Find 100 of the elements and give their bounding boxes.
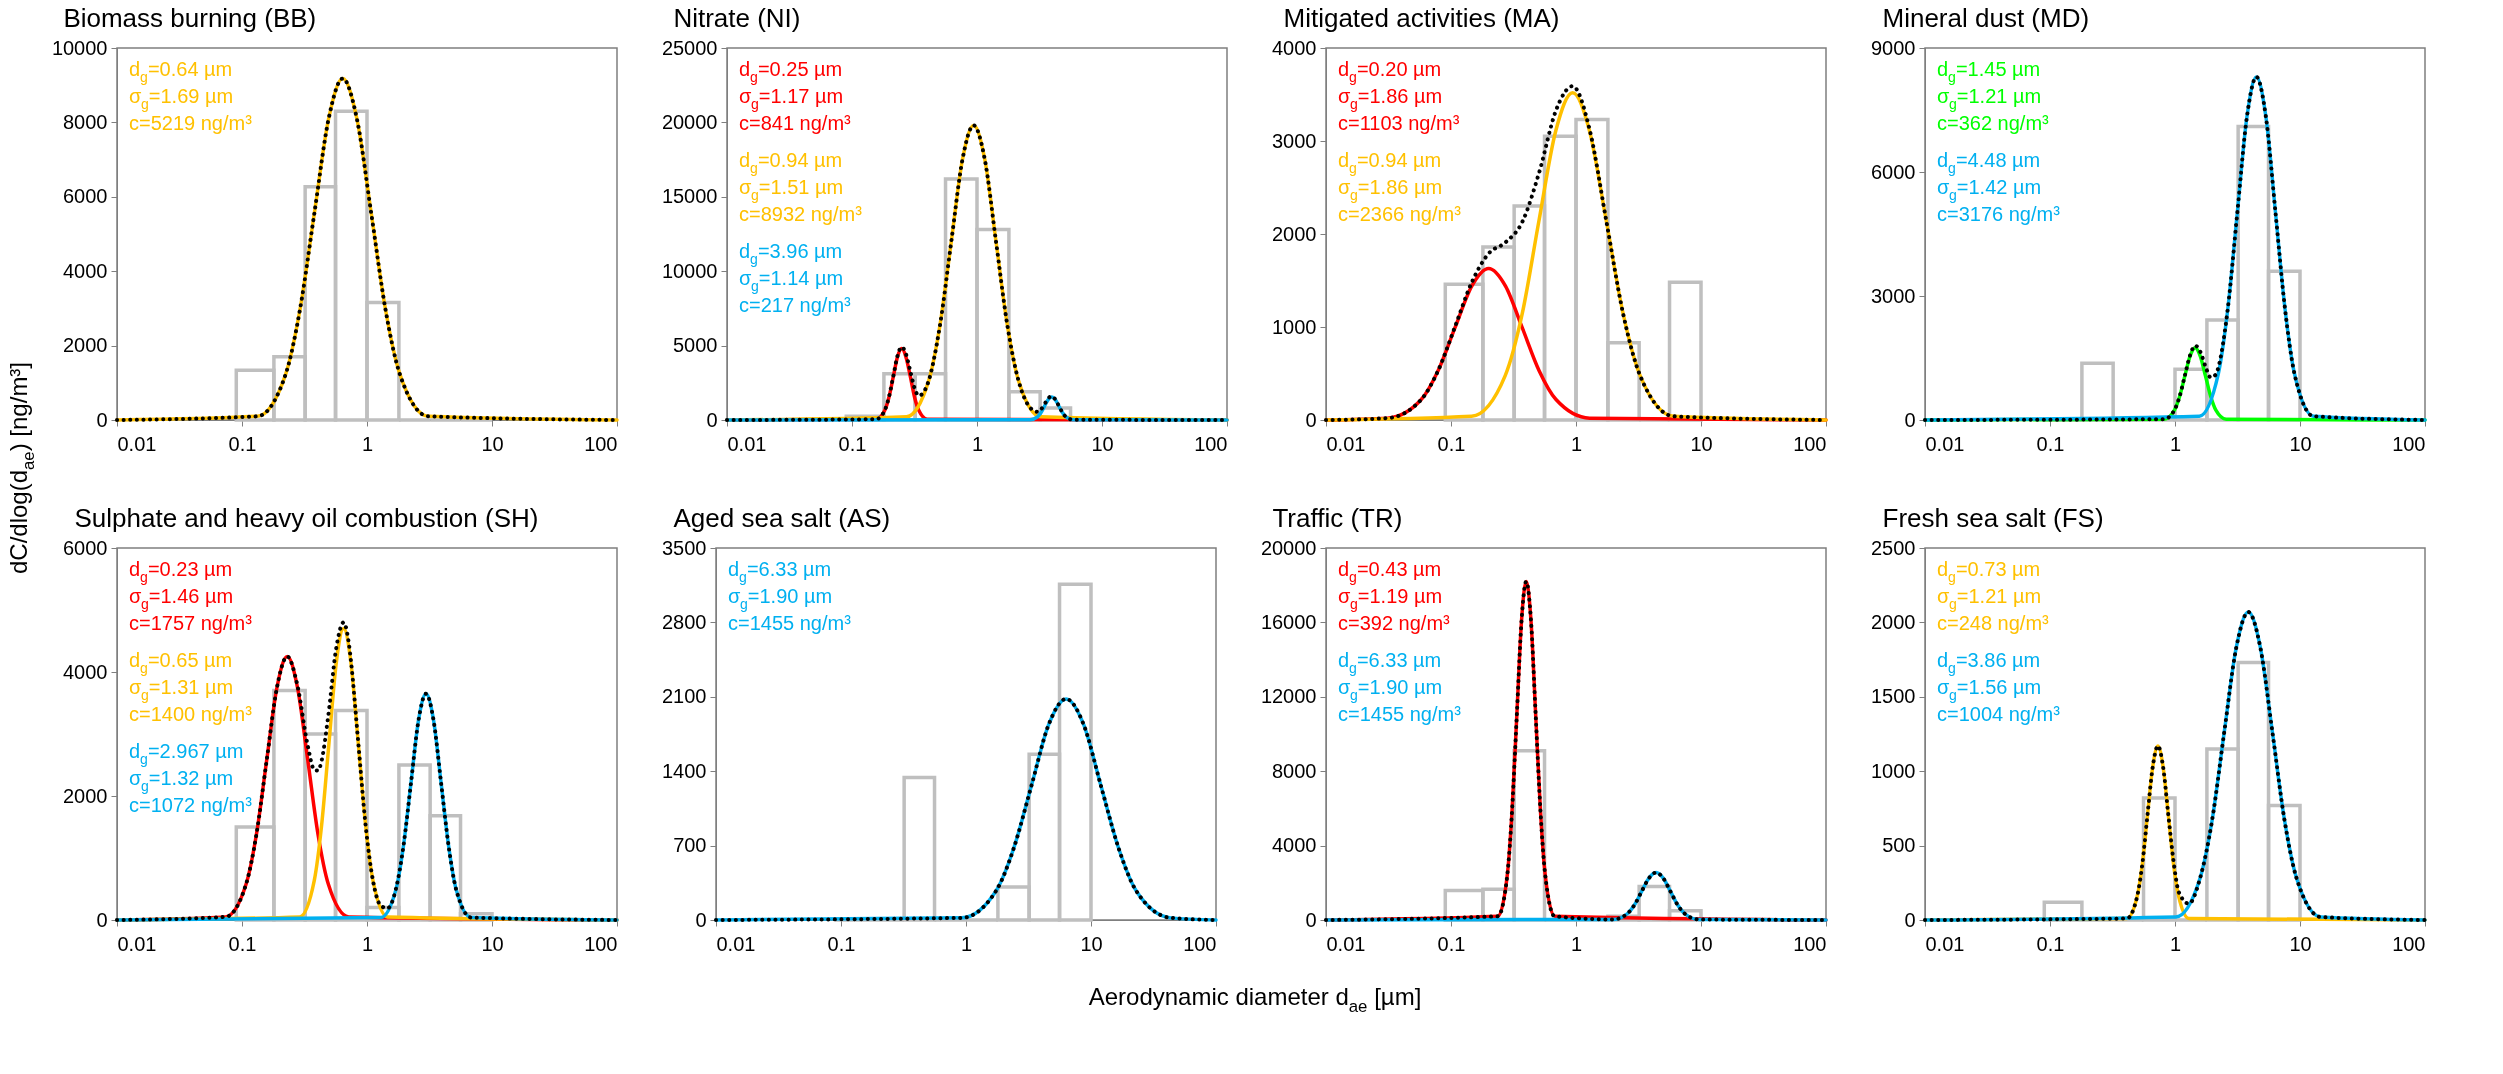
y-tick-label: 4000 xyxy=(1272,834,1317,857)
annotation: c=392 ng/m³ xyxy=(1338,612,1451,634)
y-tick-label: 2000 xyxy=(63,334,108,357)
annotation: c=841 ng/m³ xyxy=(739,112,852,134)
y-tick-label: 2100 xyxy=(662,685,707,708)
y-tick-label: 1500 xyxy=(1871,685,1916,708)
x-tick-label: 100 xyxy=(2392,432,2426,455)
x-tick-label: 100 xyxy=(584,932,618,955)
chart-title: Aged sea salt (AS) xyxy=(673,503,891,533)
y-tick-label: 16000 xyxy=(1260,610,1317,633)
x-tick-label: 100 xyxy=(1194,432,1228,455)
x-tick-label: 100 xyxy=(1183,932,1217,955)
annotation: c=1400 ng/m³ xyxy=(129,703,253,725)
y-tick-label: 0 xyxy=(1904,908,1916,931)
annotation: c=1072 ng/m³ xyxy=(129,794,253,816)
annotation: c=3176 ng/m³ xyxy=(1937,203,2061,225)
y-tick-label: 0 xyxy=(706,408,718,431)
y-tick-label: 15000 xyxy=(661,185,718,208)
x-tick-label: 10 xyxy=(2289,432,2312,455)
y-tick-label: 4000 xyxy=(63,660,108,683)
x-tick-label: 1 xyxy=(960,932,973,955)
x-tick-label: 0.01 xyxy=(1326,932,1366,955)
y-tick-label: 0 xyxy=(96,908,108,931)
annotation: c=1103 ng/m³ xyxy=(1338,112,1460,134)
x-tick-label: 0.01 xyxy=(727,432,767,455)
x-tick-label: 0.01 xyxy=(1925,932,1965,955)
y-tick-label: 2500 xyxy=(1871,536,1916,559)
x-tick-label: 0.01 xyxy=(1326,432,1366,455)
chart-title: Mineral dust (MD) xyxy=(1882,3,2090,33)
annotation: c=1004 ng/m³ xyxy=(1937,703,2061,725)
x-tick-label: 0.1 xyxy=(2036,432,2065,455)
y-tick-label: 6000 xyxy=(1871,160,1916,183)
x-tick-label: 0.1 xyxy=(827,932,856,955)
x-tick-label: 1 xyxy=(361,932,374,955)
x-tick-label: 10 xyxy=(1080,932,1103,955)
chart-title: Fresh sea salt (FS) xyxy=(1882,503,2104,533)
x-tick-label: 100 xyxy=(1793,432,1827,455)
chart-title: Traffic (TR) xyxy=(1272,503,1403,533)
y-tick-label: 0 xyxy=(695,908,707,931)
y-tick-label: 1000 xyxy=(1871,759,1916,782)
y-tick-label: 1400 xyxy=(662,759,707,782)
y-axis-title: dC/dlog(dae) [ng/m³] xyxy=(5,361,39,575)
y-tick-label: 20000 xyxy=(661,110,718,133)
x-tick-label: 0.1 xyxy=(1437,932,1466,955)
x-tick-label: 10 xyxy=(1690,432,1713,455)
chart-title: Nitrate (NI) xyxy=(673,3,801,33)
y-tick-label: 8000 xyxy=(1272,759,1317,782)
y-tick-label: 10000 xyxy=(661,259,718,282)
annotation: c=1455 ng/m³ xyxy=(728,612,852,634)
x-tick-label: 0.01 xyxy=(716,932,756,955)
x-tick-label: 0.01 xyxy=(117,432,157,455)
y-tick-label: 4000 xyxy=(63,259,108,282)
y-tick-label: 500 xyxy=(1882,834,1916,857)
y-tick-label: 20000 xyxy=(1260,536,1317,559)
x-tick-label: 0.1 xyxy=(1437,432,1466,455)
y-tick-label: 0 xyxy=(96,408,108,431)
y-tick-label: 700 xyxy=(673,834,707,857)
x-tick-label: 0.1 xyxy=(2036,932,2065,955)
annotation: c=2366 ng/m³ xyxy=(1338,203,1462,225)
x-tick-label: 10 xyxy=(2289,932,2312,955)
x-tick-label: 0.01 xyxy=(117,932,157,955)
y-tick-label: 3000 xyxy=(1272,129,1317,152)
y-tick-label: 9000 xyxy=(1871,36,1916,59)
x-tick-label: 1 xyxy=(2169,932,2182,955)
y-tick-label: 2000 xyxy=(63,784,108,807)
y-tick-label: 0 xyxy=(1305,408,1317,431)
chart-title: Mitigated activities (MA) xyxy=(1283,3,1560,33)
x-tick-label: 1 xyxy=(361,432,374,455)
y-tick-label: 12000 xyxy=(1260,685,1317,708)
y-tick-label: 5000 xyxy=(673,334,718,357)
annotation: c=1455 ng/m³ xyxy=(1338,703,1462,725)
y-tick-label: 6000 xyxy=(63,536,108,559)
x-tick-label: 1 xyxy=(971,432,984,455)
y-tick-label: 2000 xyxy=(1272,222,1317,245)
x-tick-label: 10 xyxy=(1091,432,1114,455)
y-tick-label: 2000 xyxy=(1871,610,1916,633)
y-tick-label: 3500 xyxy=(662,536,707,559)
x-tick-label: 100 xyxy=(584,432,618,455)
x-tick-label: 1 xyxy=(1570,932,1583,955)
x-tick-label: 0.1 xyxy=(838,432,867,455)
chart-title: Biomass burning (BB) xyxy=(63,3,317,33)
y-tick-label: 25000 xyxy=(661,36,718,59)
annotation: c=248 ng/m³ xyxy=(1937,612,2050,634)
y-tick-label: 8000 xyxy=(63,110,108,133)
annotation: c=8932 ng/m³ xyxy=(739,203,863,225)
y-tick-label: 6000 xyxy=(63,185,108,208)
x-tick-label: 0.01 xyxy=(1925,432,1965,455)
y-tick-label: 3000 xyxy=(1871,284,1916,307)
x-tick-label: 1 xyxy=(2169,432,2182,455)
x-tick-label: 1 xyxy=(1570,432,1583,455)
y-tick-label: 4000 xyxy=(1272,36,1317,59)
x-tick-label: 0.1 xyxy=(228,432,257,455)
x-tick-label: 10 xyxy=(481,432,504,455)
x-tick-label: 100 xyxy=(2392,932,2426,955)
y-tick-label: 2800 xyxy=(662,610,707,633)
x-tick-label: 10 xyxy=(1690,932,1713,955)
y-tick-label: 0 xyxy=(1904,408,1916,431)
annotation: c=217 ng/m³ xyxy=(739,294,852,316)
annotation: c=5219 ng/m³ xyxy=(129,112,253,134)
annotation: c=1757 ng/m³ xyxy=(129,612,253,634)
